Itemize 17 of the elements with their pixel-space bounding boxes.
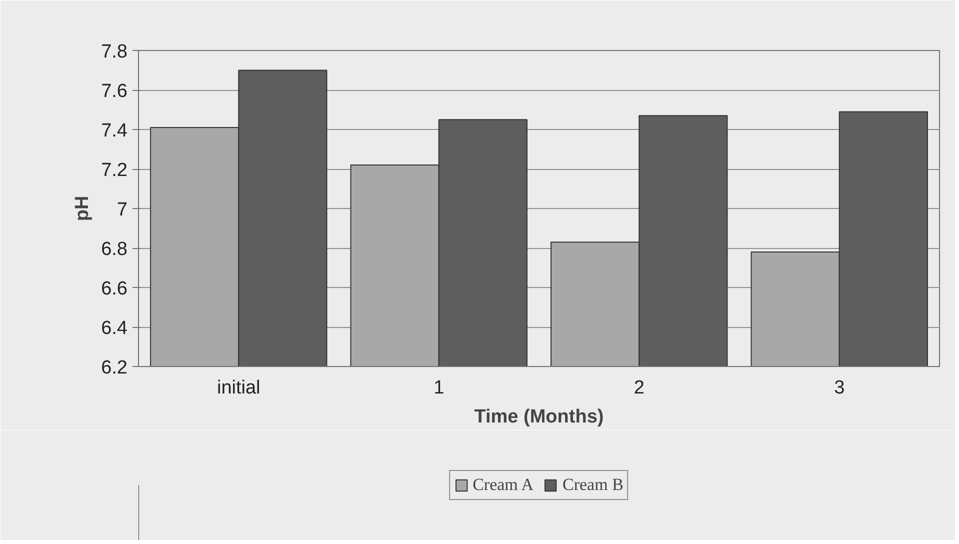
y-tick-label: 6.4 — [101, 318, 128, 339]
y-tick-label: 6.8 — [101, 239, 128, 260]
legend-label: Cream A — [472, 475, 534, 495]
y-tick-label: 7.4 — [101, 120, 128, 142]
legend-label: Cream B — [562, 475, 624, 495]
x-tick-label: initial — [216, 378, 260, 398]
y-axis-title: pH — [72, 196, 94, 222]
y-tick-label: 7 — [116, 200, 128, 220]
y-tick-label: 7.6 — [101, 81, 128, 102]
x-tick-label: 1 — [434, 378, 444, 398]
y-tick-label: 6.6 — [101, 278, 128, 300]
y-tick-label: 7.8 — [101, 42, 128, 62]
x-tick-label: 3 — [834, 378, 845, 398]
y-tick-label: 7.2 — [101, 160, 128, 181]
x-tick-label: 2 — [634, 378, 644, 398]
y-tick-label: 6.2 — [101, 358, 128, 378]
x-axis-title: Time (Months) — [474, 406, 604, 428]
